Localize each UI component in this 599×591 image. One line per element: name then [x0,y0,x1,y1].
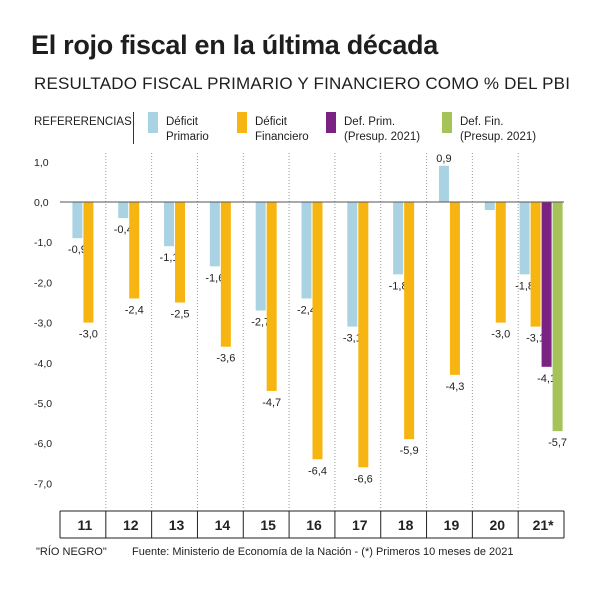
data-label: -4,1 [537,373,556,385]
bar [312,202,323,460]
bar [118,202,129,219]
y-tick-label: -1,0 [34,237,52,249]
legend-title: REFERERENCIAS [34,116,132,128]
legend-label-line1: Def. Fin. [460,116,504,128]
bar [484,202,495,211]
bar [129,202,140,299]
x-tick-label: 12 [123,517,139,533]
y-tick-label: -7,0 [34,478,52,490]
x-tick-label: 17 [352,517,368,533]
data-label: -5,9 [400,445,419,457]
bar [164,202,175,247]
x-tick-label: 18 [398,517,414,533]
data-label: -1,6 [205,272,224,284]
x-tick-label: 14 [215,517,231,533]
bar [175,202,186,303]
bar [495,202,506,323]
legend-label-primario: Déficit Primario [166,115,209,145]
legend-label-line2: (Presup. 2021) [460,131,537,143]
x-tick-label: 13 [169,517,185,533]
bar [220,202,231,347]
y-tick-label: -5,0 [34,398,52,410]
data-label: -2,4 [125,304,144,316]
x-tick-label: 16 [306,517,322,533]
chart-title: El rojo fiscal en la última década [31,30,438,60]
legend-swatch-primario [148,112,158,133]
legend-label-line2: Financiero [255,131,309,143]
data-label: -4,7 [262,397,281,409]
bar [530,202,541,327]
data-label: -3,0 [79,329,98,341]
legend-divider [133,112,134,144]
data-label: -4,3 [445,381,464,393]
data-label: -6,4 [308,465,327,477]
y-tick-label: -2,0 [34,277,52,289]
bar [347,202,358,327]
x-tick-label: 15 [260,517,276,533]
bar [438,165,449,202]
x-tick-label: 20 [489,517,505,533]
bar [83,202,94,323]
footer-source: Fuente: Ministerio de Economía de la Nac… [132,546,514,558]
legend-label-line2: Primario [166,131,209,143]
x-tick-label: 11 [78,517,93,533]
data-label: -2,5 [171,309,190,321]
y-tick-label: 1,0 [34,157,49,169]
data-label: -0,4 [114,224,133,236]
x-tick-label: 19 [444,517,460,533]
legend-label-def-prim: Def. Prim. (Presup. 2021) [344,115,420,145]
bar [266,202,277,391]
footer-source-tag: "RÍO NEGRO" [36,546,107,558]
data-label: -1,8 [389,280,408,292]
legend-label-line2: (Presup. 2021) [344,131,421,143]
data-label: -1,1 [160,252,179,264]
bar [301,202,312,299]
chart-subtitle: RESULTADO FISCAL PRIMARIO Y FINANCIERO C… [34,74,571,93]
x-tick-label: 21* [533,517,555,533]
data-label: -3,1 [526,333,545,345]
bar [404,202,415,440]
bar [393,202,404,275]
data-label: -6,6 [354,473,373,485]
legend-swatch-def-fin [442,112,452,133]
bar [449,202,460,375]
y-tick-label: 0,0 [34,197,49,209]
data-label: 0,9 [436,153,451,165]
bar [552,202,563,432]
legend-label-def-fin: Def. Fin. (Presup. 2021) [460,115,536,145]
legend-label-line1: Déficit [166,116,198,128]
legend-swatch-financiero [237,112,247,133]
legend-label-financiero: Déficit Financiero [255,115,309,145]
bar [358,202,369,468]
bar [255,202,266,311]
data-label: -3,6 [216,353,235,365]
bar [519,202,530,275]
data-label: -3,0 [491,329,510,341]
data-label: -1,8 [515,280,534,292]
data-label: -3,1 [343,333,362,345]
bar [209,202,220,267]
data-label: -2,7 [251,317,270,329]
y-tick-label: -4,0 [34,358,52,370]
y-tick-label: -3,0 [34,318,52,330]
data-label: -0,9 [68,244,87,256]
bar [541,202,552,367]
bar [72,202,83,239]
legend-label-line1: Déficit [255,116,287,128]
legend-label-line1: Def. Prim. [344,116,396,128]
legend-swatch-def-prim [326,112,336,133]
y-tick-label: -6,0 [34,438,52,450]
data-label: -5,7 [548,437,567,449]
data-label: -2,4 [297,304,316,316]
